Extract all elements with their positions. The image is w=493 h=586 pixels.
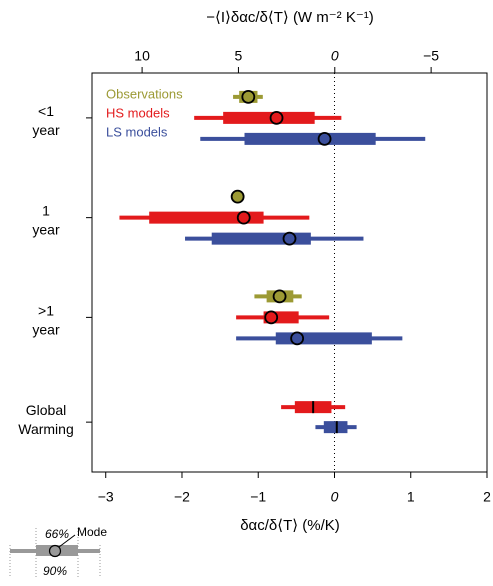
- x-tick-label: −2: [174, 489, 190, 505]
- x2-tick-label: 0: [331, 48, 339, 64]
- plot-frame: [91, 72, 488, 473]
- x-tick-label: 2: [483, 489, 491, 505]
- x-tick-label: 0: [331, 489, 339, 505]
- key-mode-label: Mode: [77, 525, 107, 539]
- y-tick-label: <1 year: [32, 103, 60, 138]
- mode: [264, 310, 279, 325]
- range-66: [223, 111, 315, 124]
- mode: [290, 331, 305, 346]
- mode: [236, 210, 251, 225]
- key-mode: [48, 544, 62, 558]
- x2-tick-label: 5: [235, 48, 243, 64]
- key: 66% Mode 90%: [9, 525, 107, 578]
- x2-tick-label: 10: [134, 48, 150, 64]
- y-tick-label: 1 year: [32, 202, 60, 237]
- x2-tick-label: −5: [423, 48, 439, 64]
- range-66: [275, 332, 372, 345]
- mode: [241, 89, 256, 104]
- mode: [230, 189, 245, 204]
- x-tick-label: 1: [407, 489, 415, 505]
- range-66: [323, 421, 348, 434]
- range-66: [244, 132, 376, 145]
- x-axis-label: δαc/δ⟨T⟩ (%/K): [240, 517, 340, 534]
- mode: [282, 231, 297, 246]
- key-outer-label: 90%: [43, 564, 67, 578]
- y-tick-label: Global Warming: [18, 402, 74, 437]
- range-66: [149, 211, 264, 224]
- x-tick-label: −3: [98, 489, 114, 505]
- legend-label: Observations: [106, 86, 183, 101]
- mode: [317, 131, 332, 146]
- mode: [269, 110, 284, 125]
- key-pointer: [58, 534, 76, 548]
- x2-axis-label: −⟨I⟩δαc/δ⟨T⟩ (W m⁻² K⁻¹): [206, 9, 374, 26]
- y-tick-label: >1 year: [32, 302, 60, 337]
- x-tick-label: −1: [250, 489, 266, 505]
- key-inner-label: 66%: [45, 527, 69, 541]
- legend-label: HS models: [106, 105, 170, 120]
- mode: [272, 289, 287, 304]
- legend-label: LS models: [106, 124, 168, 139]
